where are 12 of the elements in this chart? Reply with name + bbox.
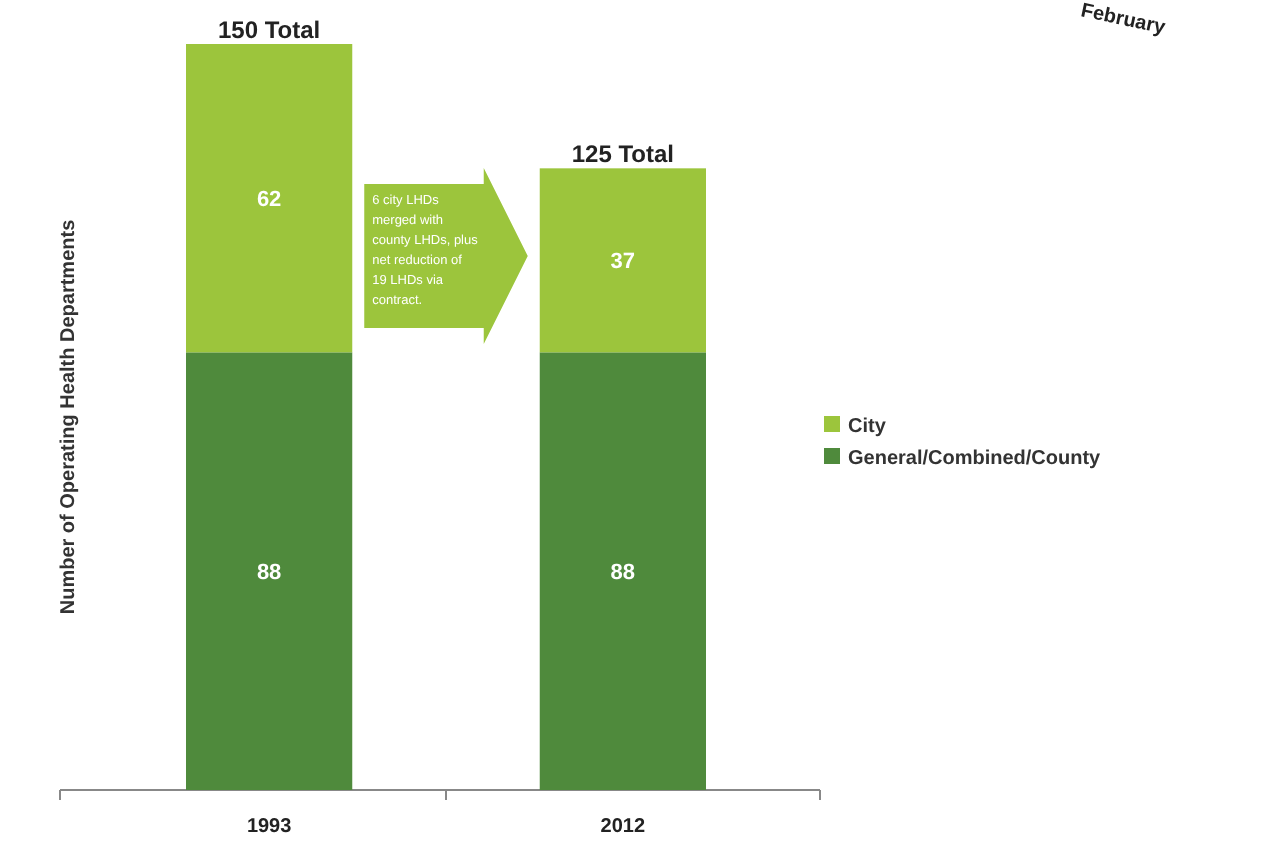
data-label: 88 bbox=[610, 561, 636, 586]
data-label: 37 bbox=[610, 250, 636, 275]
x-tick-label: 1993 bbox=[246, 816, 293, 838]
data-label: 88 bbox=[256, 561, 282, 586]
total-label: 125 Total bbox=[571, 140, 675, 169]
data-label: 62 bbox=[256, 188, 282, 213]
text: February bbox=[1078, 0, 1168, 40]
y-axis-title: Number of Operating Health Departments bbox=[58, 218, 80, 615]
total-label: 150 Total bbox=[217, 16, 321, 44]
legend-label: City bbox=[848, 416, 887, 438]
x-tick-label: 2012 bbox=[600, 816, 646, 838]
legend-label: General/Combined/County bbox=[848, 448, 1102, 470]
